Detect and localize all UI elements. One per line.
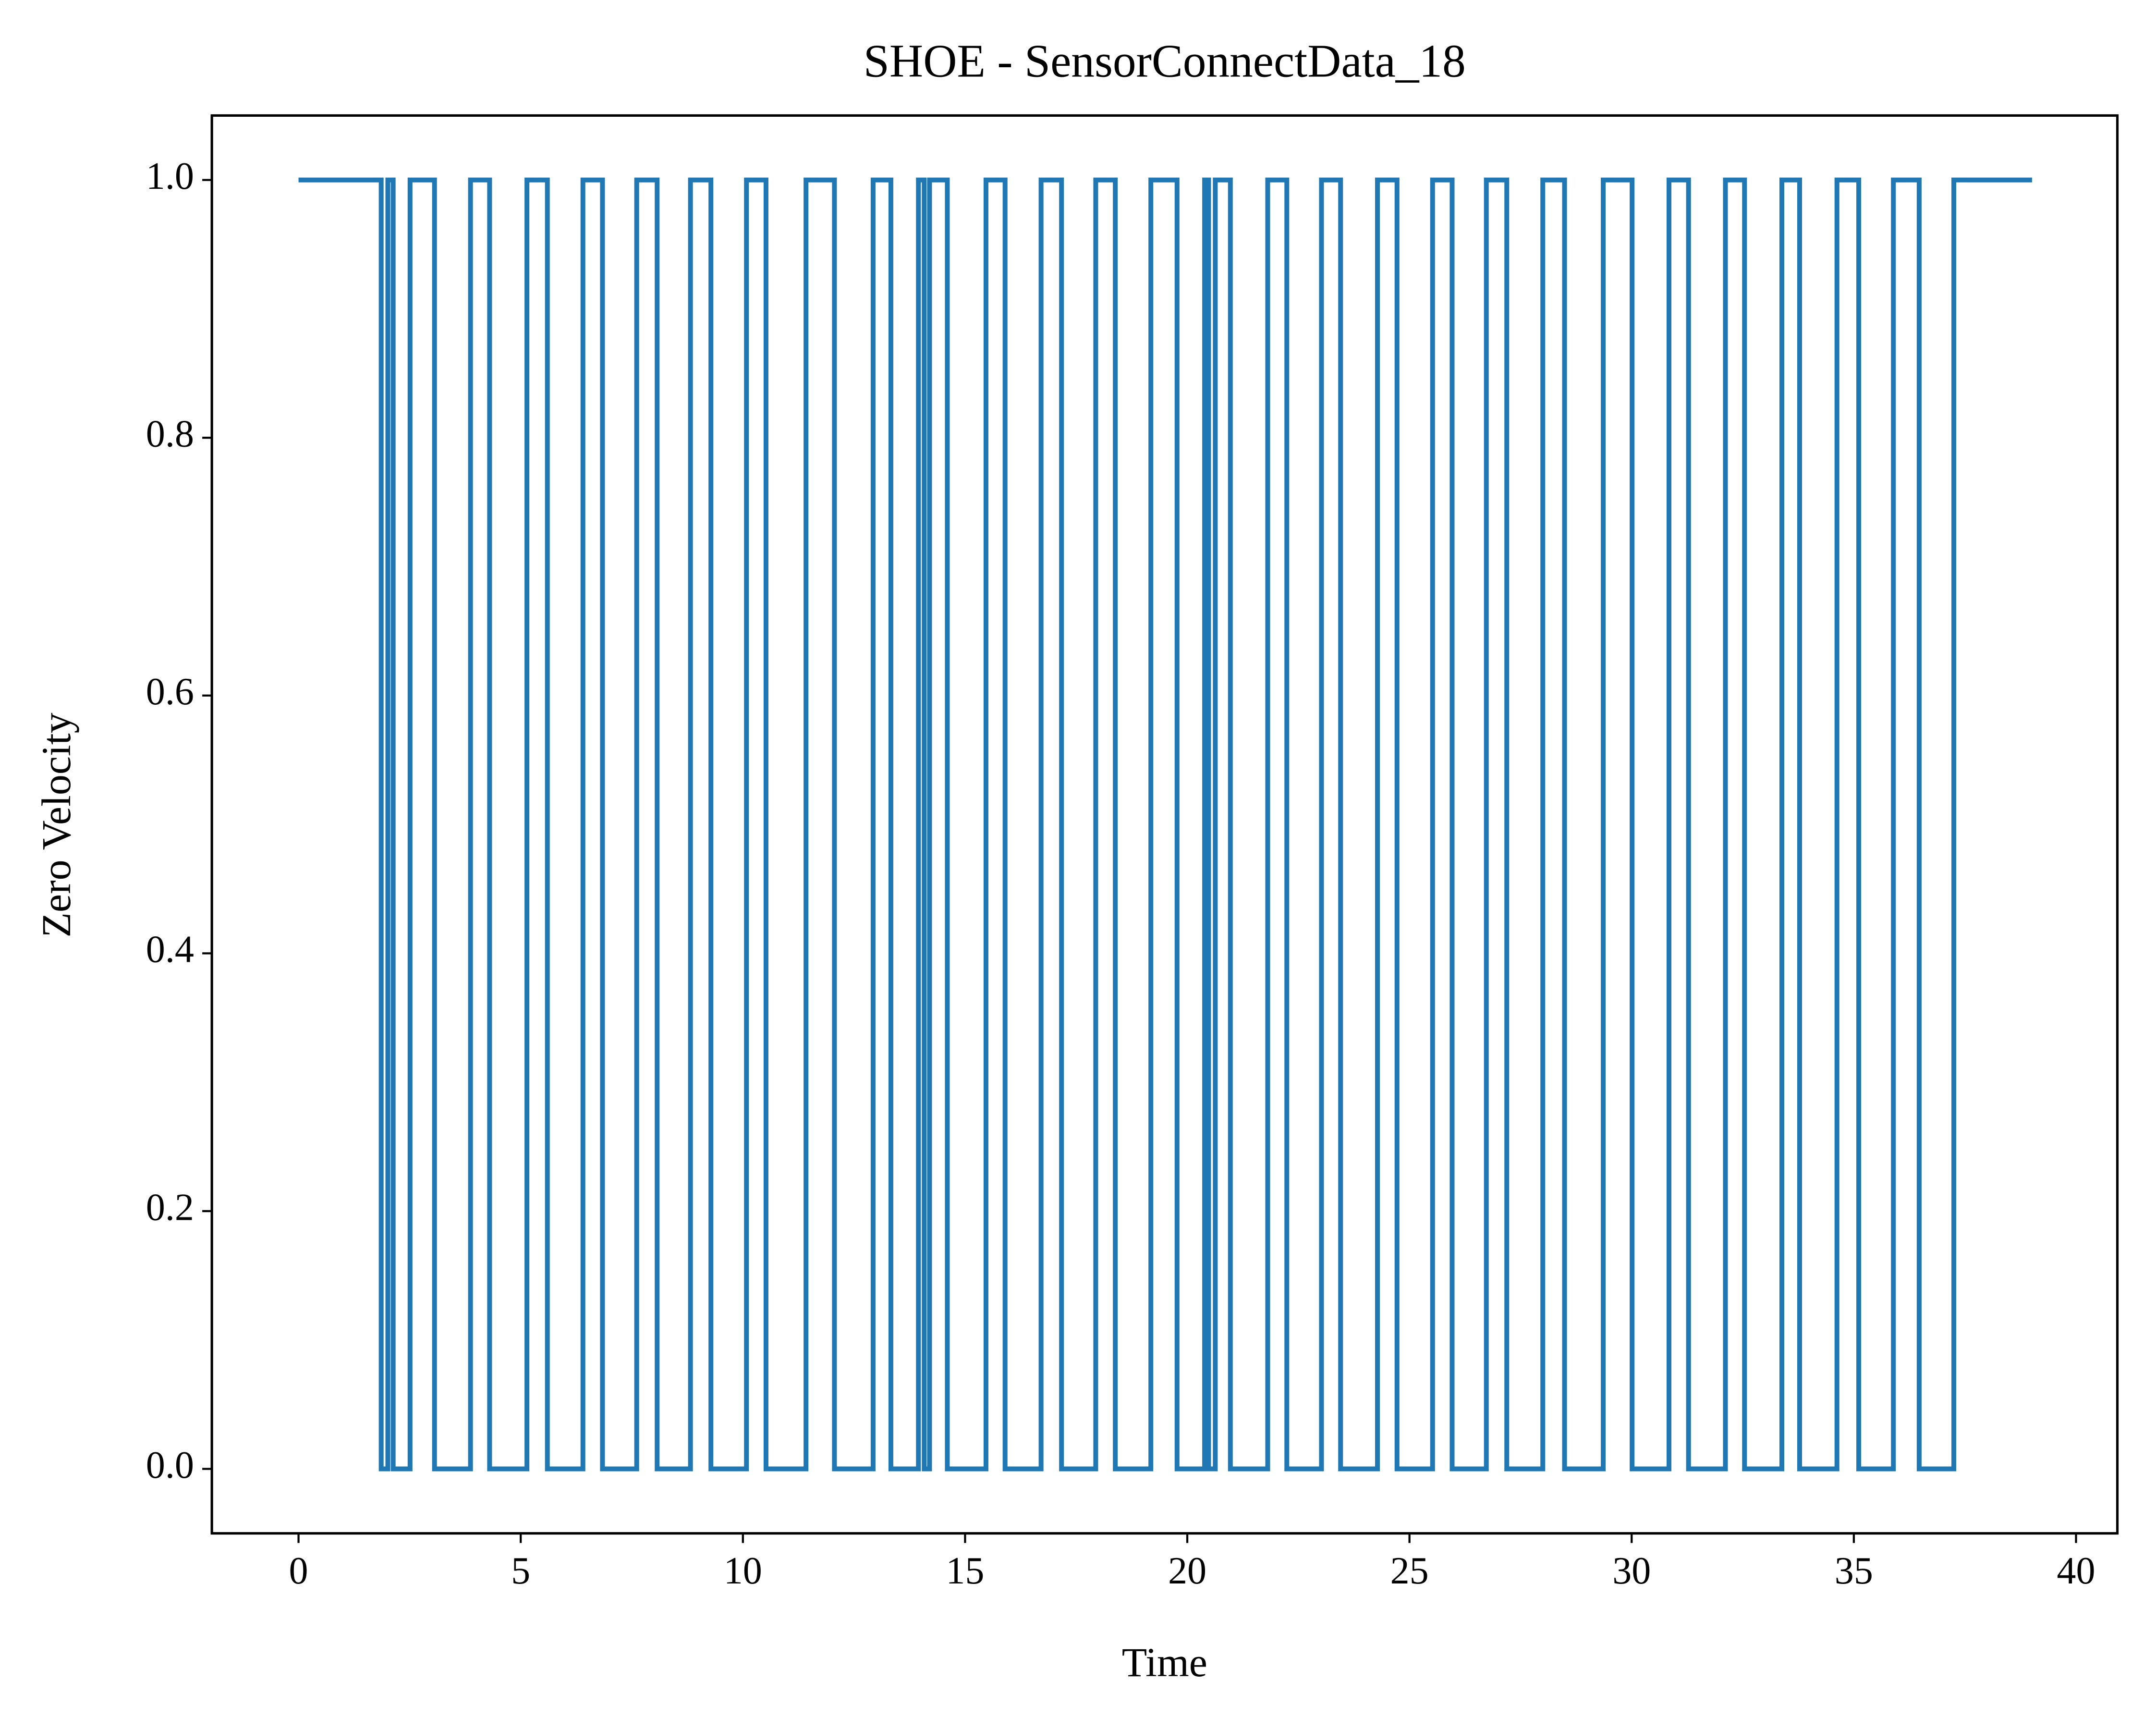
x-tick-label: 15 [946, 1550, 984, 1592]
x-tick-label: 40 [2057, 1550, 2095, 1592]
y-tick-label: 0.6 [146, 671, 194, 713]
y-tick-label: 0.0 [146, 1444, 194, 1486]
y-tick-label: 0.8 [146, 413, 194, 455]
x-axis-label: Time [1122, 1639, 1207, 1685]
x-tick-label: 30 [1612, 1550, 1651, 1592]
x-tick-label: 20 [1168, 1550, 1206, 1592]
y-tick-label: 0.4 [146, 929, 194, 971]
y-tick-label: 1.0 [146, 155, 194, 197]
x-tick-label: 10 [724, 1550, 762, 1592]
y-tick-label: 0.2 [146, 1186, 194, 1228]
x-tick-label: 25 [1390, 1550, 1429, 1592]
x-tick-label: 35 [1835, 1550, 1873, 1592]
x-tick-label: 5 [511, 1550, 530, 1592]
plot-frame [210, 114, 2119, 1535]
step-line [298, 177, 2032, 1472]
y-axis-label: Zero Velocity [33, 712, 79, 937]
x-tick-label: 0 [289, 1550, 308, 1592]
chart-title: SHOE - SensorConnectData_18 [864, 36, 1466, 87]
